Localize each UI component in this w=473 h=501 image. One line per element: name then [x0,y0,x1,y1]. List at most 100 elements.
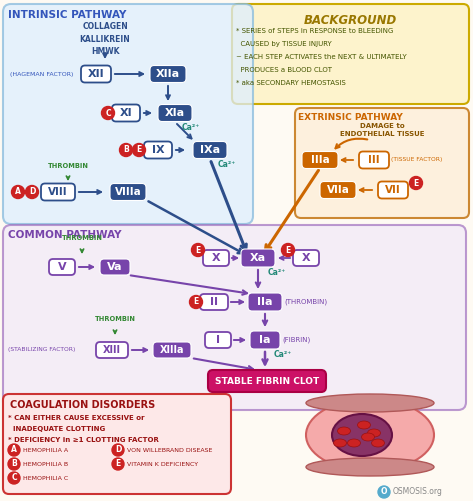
Text: XIa: XIa [165,108,185,118]
Ellipse shape [348,439,360,447]
Circle shape [102,107,114,120]
FancyBboxPatch shape [3,394,231,494]
Text: IIa: IIa [257,297,273,307]
Text: X: X [302,253,310,263]
Text: E: E [193,298,199,307]
Text: XI: XI [120,108,132,118]
Text: D: D [29,187,35,196]
Text: THROMBIN: THROMBIN [47,163,88,169]
Ellipse shape [371,439,385,447]
FancyBboxPatch shape [3,4,253,224]
Ellipse shape [332,414,392,456]
Text: V: V [58,262,66,272]
FancyBboxPatch shape [150,66,186,83]
Text: (TISSUE FACTOR): (TISSUE FACTOR) [391,157,442,162]
Text: VIIIa: VIIIa [114,187,141,197]
Text: III: III [368,155,380,165]
Text: C: C [105,109,111,118]
Text: THROMBIN: THROMBIN [61,235,103,241]
Text: E: E [413,178,419,187]
Text: Ca²⁺: Ca²⁺ [268,268,286,277]
Text: O: O [381,487,387,496]
Text: IIIa: IIIa [311,155,329,165]
Text: VIIa: VIIa [326,185,350,195]
FancyBboxPatch shape [295,108,469,218]
Text: A: A [15,187,21,196]
Circle shape [120,143,132,156]
FancyBboxPatch shape [112,105,140,122]
Text: A: A [11,445,17,454]
Ellipse shape [306,394,434,412]
Text: STABLE FIBRIN CLOT: STABLE FIBRIN CLOT [215,376,319,385]
Text: XII: XII [88,69,105,79]
Text: X: X [212,253,220,263]
Text: Xa: Xa [250,253,266,263]
Text: B: B [11,459,17,468]
FancyBboxPatch shape [359,151,389,168]
FancyBboxPatch shape [3,225,466,410]
Circle shape [281,243,295,257]
FancyBboxPatch shape [232,4,469,104]
FancyBboxPatch shape [378,181,408,198]
Text: IX: IX [152,145,164,155]
Text: * CAN EITHER CAUSE EXCESSIVE or: * CAN EITHER CAUSE EXCESSIVE or [8,415,144,421]
Text: VIII: VIII [48,187,68,197]
Text: E: E [136,145,141,154]
Text: (FIBRIN): (FIBRIN) [282,337,310,343]
Text: HEMOPHILIA A: HEMOPHILIA A [23,447,68,452]
Text: B: B [123,145,129,154]
Circle shape [112,458,124,470]
Text: (THROMBIN): (THROMBIN) [284,299,327,305]
Text: XIII: XIII [103,345,121,355]
Text: * DEFICIENCY in ≥1 CLOTTING FACTOR: * DEFICIENCY in ≥1 CLOTTING FACTOR [8,437,159,443]
Text: INADEQUATE CLOTTING: INADEQUATE CLOTTING [8,426,105,432]
Circle shape [410,176,422,189]
Text: COMMON PATHWAY: COMMON PATHWAY [8,230,122,240]
Ellipse shape [306,458,434,476]
Text: INTRINSIC PATHWAY: INTRINSIC PATHWAY [8,10,126,20]
Text: XIIa: XIIa [156,69,180,79]
FancyBboxPatch shape [205,332,231,348]
Text: C: C [11,473,17,482]
Text: DAMAGE to
ENDOTHELIAL TISSUE: DAMAGE to ENDOTHELIAL TISSUE [340,123,424,137]
Text: PRODUCES a BLOOD CLOT: PRODUCES a BLOOD CLOT [236,67,332,73]
Text: HEMOPHILIA B: HEMOPHILIA B [23,461,68,466]
FancyBboxPatch shape [49,259,75,275]
Text: VON WILLEBRAND DISEASE: VON WILLEBRAND DISEASE [127,447,212,452]
FancyBboxPatch shape [248,293,282,311]
FancyBboxPatch shape [100,259,130,275]
Ellipse shape [358,421,370,429]
Circle shape [11,185,25,198]
Ellipse shape [333,439,347,447]
Text: E: E [195,245,201,255]
Circle shape [190,296,202,309]
Text: VITAMIN K DEFICIENCY: VITAMIN K DEFICIENCY [127,461,198,466]
FancyBboxPatch shape [200,294,228,310]
Text: E: E [115,459,121,468]
FancyBboxPatch shape [96,342,128,358]
Text: EXTRINSIC PATHWAY: EXTRINSIC PATHWAY [298,113,403,122]
Circle shape [8,444,20,456]
Circle shape [112,444,124,456]
FancyBboxPatch shape [302,151,338,168]
FancyBboxPatch shape [144,141,172,158]
Text: (STABILIZING FACTOR): (STABILIZING FACTOR) [8,348,75,353]
Circle shape [192,243,204,257]
Ellipse shape [368,429,380,437]
Circle shape [132,143,146,156]
FancyBboxPatch shape [81,66,111,83]
Text: Va: Va [107,262,123,272]
FancyBboxPatch shape [153,342,191,358]
Ellipse shape [306,399,434,471]
Text: * SERIES of STEPS in RESPONSE to BLEEDING: * SERIES of STEPS in RESPONSE to BLEEDIN… [236,28,394,34]
Text: II: II [210,297,218,307]
Circle shape [8,458,20,470]
Text: VII: VII [385,185,401,195]
Ellipse shape [361,433,375,441]
FancyBboxPatch shape [293,250,319,266]
Text: HEMOPHILIA C: HEMOPHILIA C [23,475,68,480]
Text: COAGULATION DISORDERS: COAGULATION DISORDERS [10,400,155,410]
Text: (HAGEMAN FACTOR): (HAGEMAN FACTOR) [10,72,73,77]
FancyBboxPatch shape [193,141,227,158]
Text: CAUSED by TISSUE INJURY: CAUSED by TISSUE INJURY [236,41,332,47]
